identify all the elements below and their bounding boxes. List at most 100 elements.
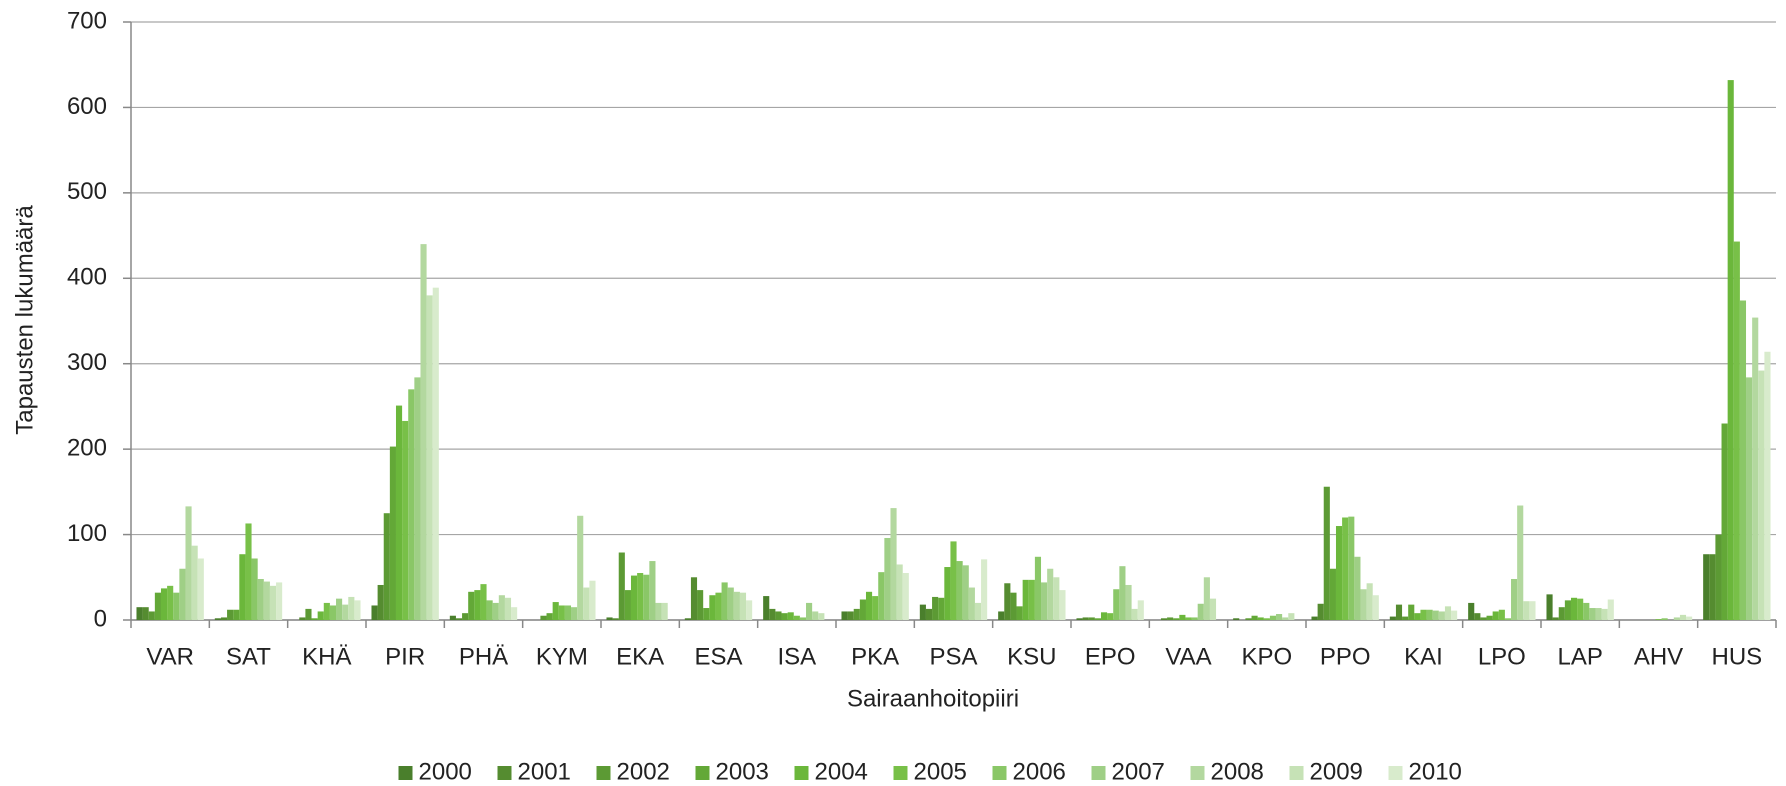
bar <box>1342 517 1349 620</box>
bar <box>1119 566 1126 620</box>
bar <box>245 523 252 620</box>
bar <box>1100 612 1108 620</box>
bar <box>233 609 240 620</box>
bar <box>1004 583 1011 620</box>
bar <box>1113 589 1120 620</box>
bar <box>185 506 192 620</box>
bar <box>872 596 879 620</box>
bar <box>395 405 403 620</box>
bar <box>1269 615 1277 620</box>
bar <box>624 590 631 620</box>
bar <box>179 568 186 620</box>
legend-label: 2010 <box>1409 758 1462 785</box>
y-axis-title: Tapausten lukumäärä <box>11 205 38 435</box>
bar <box>299 617 306 620</box>
bar <box>1366 583 1373 620</box>
bar <box>643 574 650 620</box>
bar <box>890 508 897 620</box>
x-tick-label: ESA <box>694 643 742 670</box>
x-tick-label: HUS <box>1711 643 1762 670</box>
bar <box>1546 594 1553 620</box>
bar <box>649 561 656 620</box>
x-tick-label: AHV <box>1634 643 1683 670</box>
bar <box>1034 556 1042 620</box>
bar <box>1125 584 1132 620</box>
x-tick-label: VAR <box>146 643 194 670</box>
bar <box>426 295 433 620</box>
bar <box>1197 603 1204 620</box>
x-tick-label: KAI <box>1404 643 1443 670</box>
bar <box>1492 611 1499 620</box>
bar <box>1022 579 1029 620</box>
legend-swatch <box>1289 766 1304 780</box>
bar <box>342 604 349 620</box>
bar <box>1733 241 1740 620</box>
bar <box>317 611 324 620</box>
bar <box>486 600 493 620</box>
bar <box>160 588 168 620</box>
legend-label: 2007 <box>1112 758 1165 785</box>
bar <box>1438 611 1445 620</box>
bar <box>1360 589 1367 620</box>
bar <box>1233 618 1240 620</box>
bar <box>455 618 463 620</box>
bar <box>938 597 945 620</box>
bar <box>474 590 481 620</box>
bar <box>981 559 988 620</box>
bar <box>577 515 584 620</box>
bar <box>269 585 277 620</box>
legend-label: 2009 <box>1310 758 1363 785</box>
bar <box>974 602 982 620</box>
bar <box>1727 80 1734 620</box>
bar <box>420 244 427 620</box>
bar <box>787 612 794 620</box>
bar <box>408 389 415 620</box>
x-tick-label: EPO <box>1085 643 1136 670</box>
bar <box>276 582 283 620</box>
bar <box>1564 600 1571 620</box>
bar <box>1486 615 1493 620</box>
legend-label: 2001 <box>518 758 571 785</box>
bar <box>847 611 854 620</box>
bar <box>389 446 396 620</box>
y-tick-label: 500 <box>67 178 107 205</box>
bar <box>661 602 668 620</box>
bar <box>498 595 505 620</box>
bar <box>1715 534 1722 620</box>
legend-swatch <box>497 766 512 780</box>
bar <box>1348 516 1355 620</box>
legend-swatch <box>794 766 809 780</box>
bar <box>311 618 318 620</box>
legend-label: 2003 <box>716 758 769 785</box>
bar <box>606 617 613 620</box>
legend-label: 2006 <box>1013 758 1066 785</box>
bar <box>1583 602 1590 620</box>
bar <box>305 608 312 620</box>
bar <box>148 611 155 620</box>
bar <box>371 605 378 620</box>
bar <box>775 611 782 620</box>
bar <box>1552 617 1559 620</box>
bar <box>1523 601 1530 620</box>
bar <box>1088 617 1095 620</box>
bar <box>878 572 885 620</box>
bar <box>552 602 559 620</box>
legend-swatch <box>992 766 1007 780</box>
bar <box>1686 616 1693 620</box>
x-tick-label: KSU <box>1007 643 1056 670</box>
bar <box>1082 617 1089 620</box>
bar <box>1402 616 1409 620</box>
x-tick-label: LPO <box>1478 643 1526 670</box>
legend-swatch <box>596 766 611 780</box>
x-tick-label: EKA <box>616 643 664 670</box>
bar <box>1504 618 1512 620</box>
y-tick-label: 400 <box>67 264 107 291</box>
x-tick-label: KHÄ <box>302 643 351 670</box>
bar <box>1758 370 1765 620</box>
bar <box>727 587 734 620</box>
bar <box>715 592 722 620</box>
bar <box>1041 582 1048 620</box>
bar <box>1709 554 1716 620</box>
x-tick-label: PIR <box>385 643 425 670</box>
bar <box>1746 377 1753 620</box>
